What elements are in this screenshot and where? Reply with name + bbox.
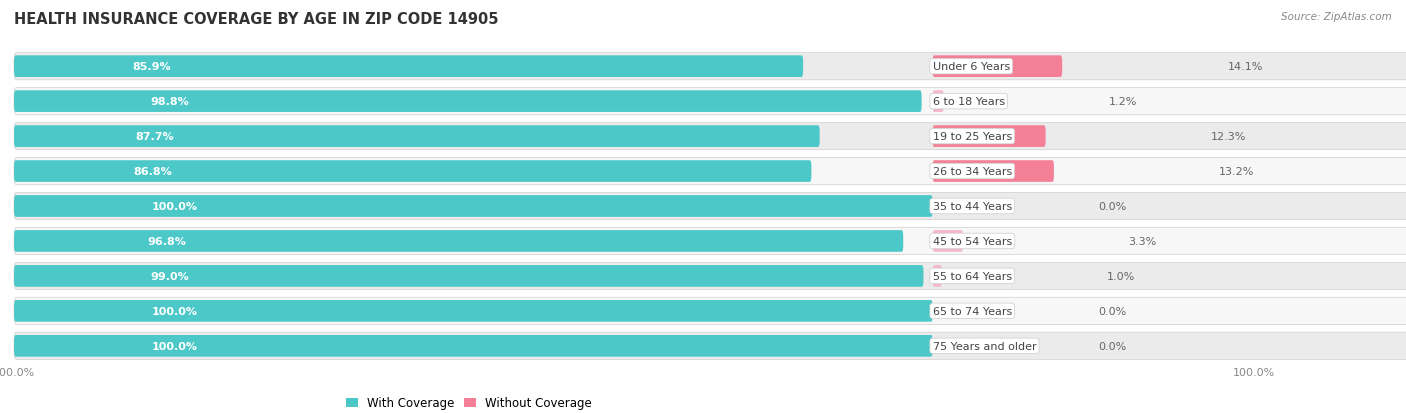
Text: 100.0%: 100.0% <box>152 341 198 351</box>
FancyBboxPatch shape <box>14 228 1406 255</box>
Text: 19 to 25 Years: 19 to 25 Years <box>932 132 1012 142</box>
FancyBboxPatch shape <box>932 91 943 113</box>
FancyBboxPatch shape <box>14 335 932 357</box>
Text: 3.3%: 3.3% <box>1128 236 1157 247</box>
Text: 26 to 34 Years: 26 to 34 Years <box>932 166 1012 177</box>
Text: 75 Years and older: 75 Years and older <box>932 341 1036 351</box>
Text: HEALTH INSURANCE COVERAGE BY AGE IN ZIP CODE 14905: HEALTH INSURANCE COVERAGE BY AGE IN ZIP … <box>14 12 499 27</box>
Text: 35 to 44 Years: 35 to 44 Years <box>932 202 1012 211</box>
Text: 13.2%: 13.2% <box>1219 166 1254 177</box>
FancyBboxPatch shape <box>932 266 942 287</box>
Text: Source: ZipAtlas.com: Source: ZipAtlas.com <box>1281 12 1392 22</box>
FancyBboxPatch shape <box>14 266 924 287</box>
FancyBboxPatch shape <box>14 161 811 183</box>
FancyBboxPatch shape <box>14 193 1406 220</box>
Text: 45 to 54 Years: 45 to 54 Years <box>932 236 1012 247</box>
FancyBboxPatch shape <box>14 126 820 147</box>
FancyBboxPatch shape <box>932 126 1046 147</box>
Text: 86.8%: 86.8% <box>134 166 173 177</box>
FancyBboxPatch shape <box>14 297 1406 325</box>
Text: 55 to 64 Years: 55 to 64 Years <box>932 271 1012 281</box>
Text: 85.9%: 85.9% <box>132 62 172 72</box>
Text: 100.0%: 100.0% <box>152 202 198 211</box>
FancyBboxPatch shape <box>14 56 803 78</box>
Text: 0.0%: 0.0% <box>1098 306 1126 316</box>
FancyBboxPatch shape <box>14 91 921 113</box>
Text: 6 to 18 Years: 6 to 18 Years <box>932 97 1005 107</box>
Text: 14.1%: 14.1% <box>1227 62 1263 72</box>
FancyBboxPatch shape <box>14 123 1406 150</box>
Text: Under 6 Years: Under 6 Years <box>932 62 1010 72</box>
FancyBboxPatch shape <box>14 53 1406 81</box>
FancyBboxPatch shape <box>14 300 932 322</box>
Text: 1.0%: 1.0% <box>1107 271 1136 281</box>
Text: 1.2%: 1.2% <box>1109 97 1137 107</box>
FancyBboxPatch shape <box>14 230 903 252</box>
Text: 99.0%: 99.0% <box>150 271 190 281</box>
Text: 0.0%: 0.0% <box>1098 202 1126 211</box>
Text: 0.0%: 0.0% <box>1098 341 1126 351</box>
FancyBboxPatch shape <box>14 263 1406 290</box>
FancyBboxPatch shape <box>14 196 932 217</box>
FancyBboxPatch shape <box>932 230 963 252</box>
Text: 100.0%: 100.0% <box>152 306 198 316</box>
FancyBboxPatch shape <box>932 161 1054 183</box>
FancyBboxPatch shape <box>14 158 1406 185</box>
FancyBboxPatch shape <box>14 332 1406 360</box>
Text: 12.3%: 12.3% <box>1211 132 1246 142</box>
Legend: With Coverage, Without Coverage: With Coverage, Without Coverage <box>342 392 596 413</box>
FancyBboxPatch shape <box>14 88 1406 116</box>
Text: 98.8%: 98.8% <box>150 97 188 107</box>
Text: 96.8%: 96.8% <box>148 236 187 247</box>
Text: 87.7%: 87.7% <box>135 132 173 142</box>
FancyBboxPatch shape <box>932 56 1062 78</box>
Text: 65 to 74 Years: 65 to 74 Years <box>932 306 1012 316</box>
